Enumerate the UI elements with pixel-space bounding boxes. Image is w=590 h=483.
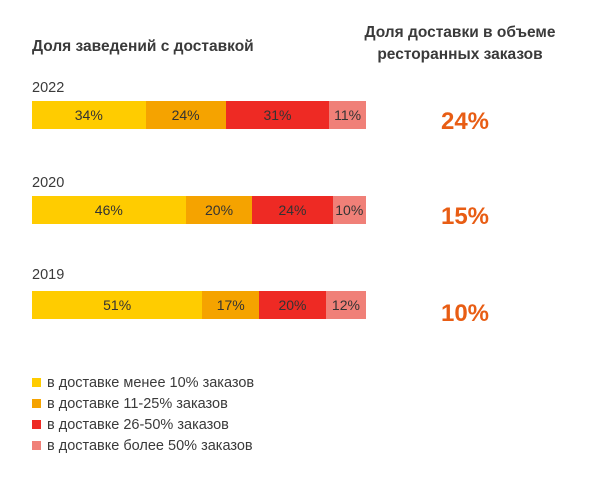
- stacked-bar-2019: 51% 17% 20% 12%: [32, 291, 366, 319]
- legend-item-4: в доставке более 50% заказов: [32, 435, 254, 456]
- bar-segment-2020-4: 10%: [332, 196, 366, 224]
- legend-swatch: [32, 399, 41, 408]
- year-label-2020: 2020: [32, 175, 65, 191]
- bar-segment-2020-1: 46%: [32, 196, 186, 224]
- bar-segment-2020-3: 24%: [252, 196, 333, 224]
- bar-segment-2020-2: 20%: [185, 196, 253, 224]
- legend-item-1: в доставке менее 10% заказов: [32, 372, 254, 393]
- legend-item-2: в доставке 11-25% заказов: [32, 393, 254, 414]
- bar-segment-2022-2: 24%: [145, 101, 226, 129]
- legend-label: в доставке 26-50% заказов: [47, 416, 229, 433]
- stacked-bar-2020: 46% 20% 24% 10%: [32, 196, 366, 224]
- legend-label: в доставке 11-25% заказов: [47, 395, 228, 412]
- delivery-share-2019: 10%: [440, 300, 490, 327]
- year-label-2019: 2019: [32, 267, 65, 283]
- legend: в доставке менее 10% заказов в доставке 1…: [32, 372, 254, 456]
- legend-swatch: [32, 378, 41, 387]
- delivery-share-2020: 15%: [440, 203, 490, 230]
- bar-segment-2019-1: 51%: [32, 291, 203, 319]
- stacked-bar-2022: 34% 24% 31% 11%: [32, 101, 366, 129]
- legend-swatch: [32, 441, 41, 450]
- bar-segment-2022-1: 34%: [32, 101, 146, 129]
- right-title-line-2: ресторанных заказов: [377, 46, 543, 63]
- bar-segment-2022-3: 31%: [225, 101, 330, 129]
- bar-segment-2019-3: 20%: [259, 291, 326, 319]
- delivery-share-2022: 24%: [440, 108, 490, 135]
- legend-label: в доставке менее 10% заказов: [47, 374, 255, 391]
- right-column-title: Доля доставки в объеме ресторанных заказ…: [336, 22, 584, 66]
- bar-segment-2019-2: 17%: [202, 291, 260, 319]
- bar-segment-2022-4: 11%: [329, 101, 366, 129]
- bar-segment-2019-4: 12%: [325, 291, 366, 319]
- legend-label: в доставке более 50% заказов: [47, 437, 253, 454]
- right-title-line-1: Доля доставки в объеме: [364, 24, 556, 41]
- legend-swatch: [32, 420, 41, 429]
- legend-item-3: в доставке 26-50% заказов: [32, 414, 254, 435]
- left-chart-title: Доля заведений с доставкой: [32, 38, 254, 55]
- year-label-2022: 2022: [32, 80, 65, 96]
